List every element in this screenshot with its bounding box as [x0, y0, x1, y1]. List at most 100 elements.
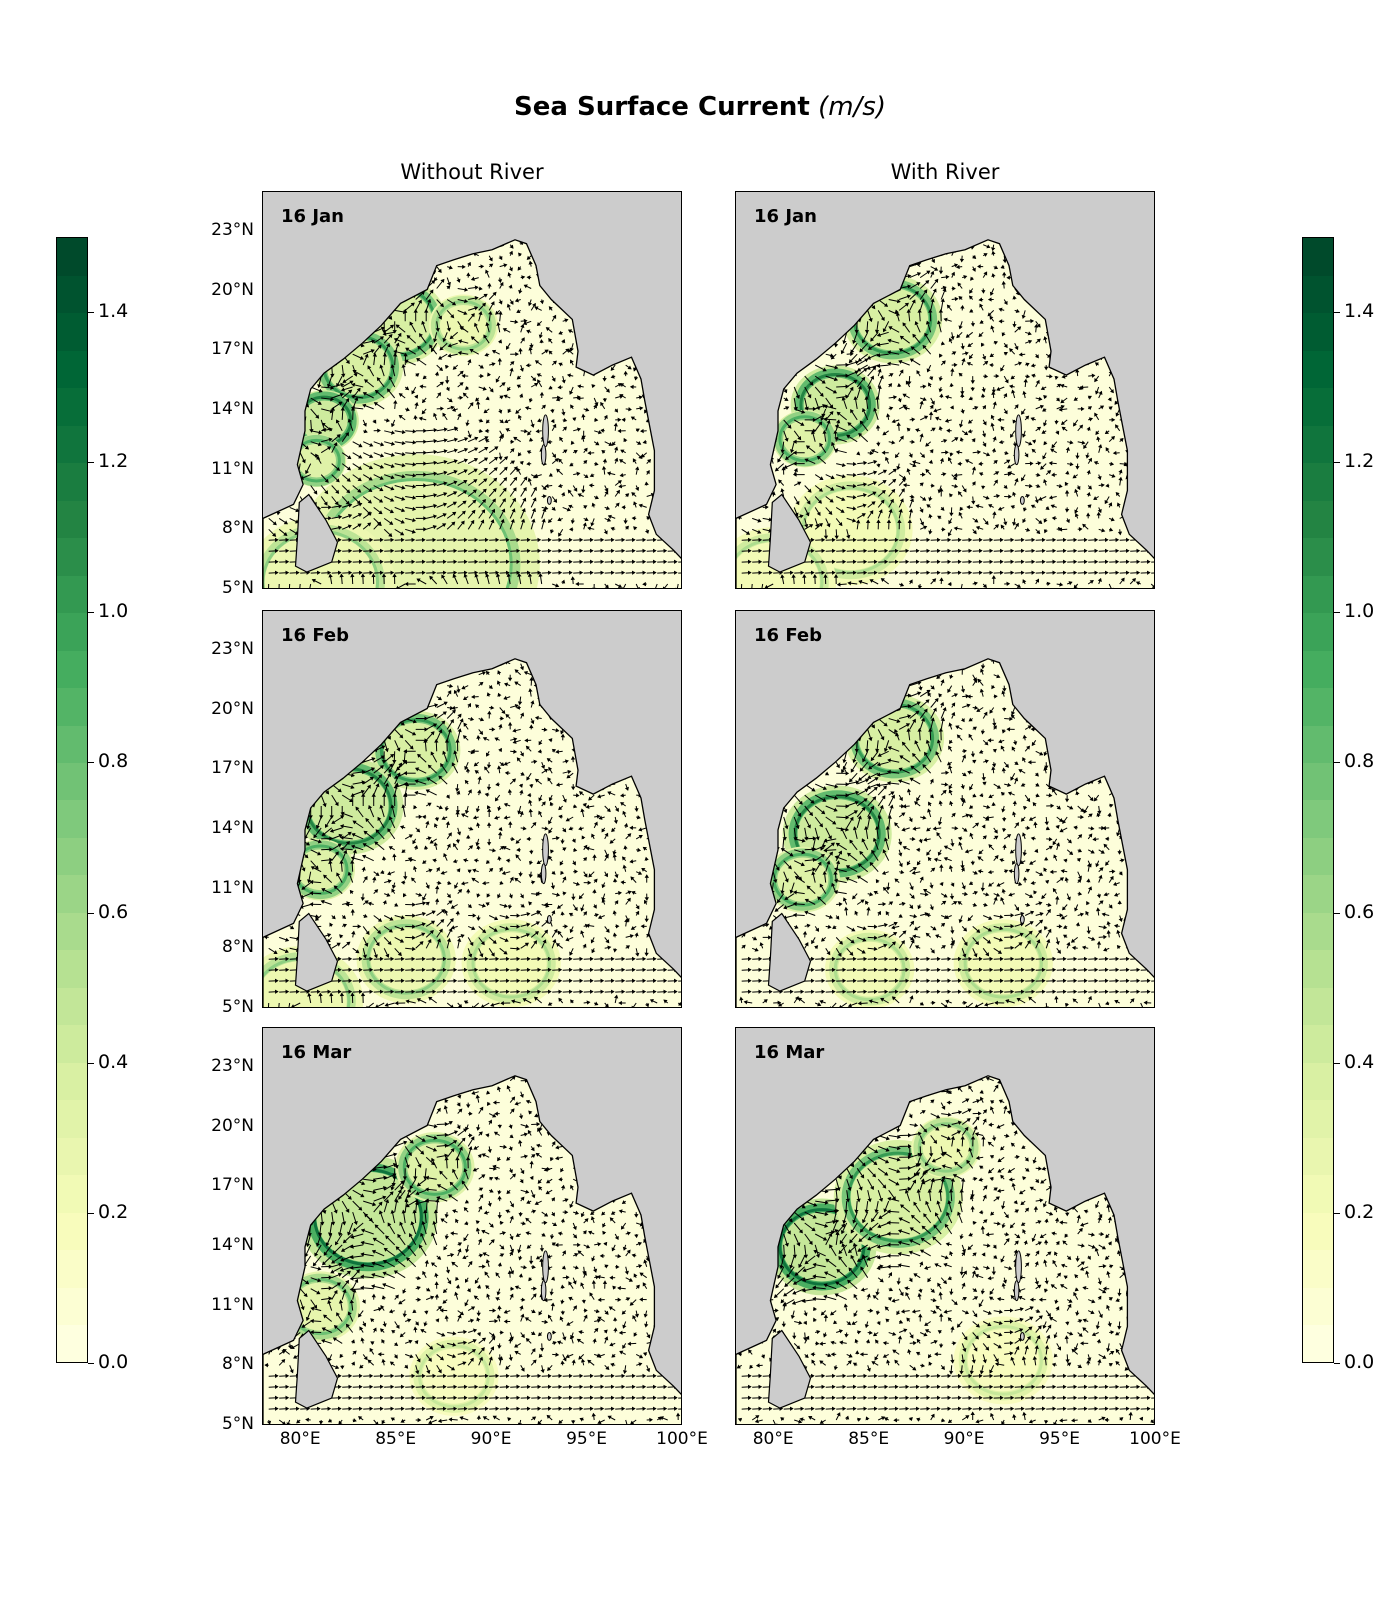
vector-head: [474, 559, 479, 565]
vector-head: [876, 442, 881, 447]
vector-head: [993, 459, 998, 464]
vector-head: [549, 529, 555, 534]
vector-head: [388, 376, 393, 381]
vector-head: [285, 559, 290, 565]
vector-head: [922, 396, 927, 402]
vector-head: [357, 488, 362, 493]
vector-shaft: [580, 277, 585, 283]
vector-head: [644, 234, 646, 236]
vector-head: [840, 509, 845, 513]
vector-shaft: [536, 266, 542, 269]
vector-head: [569, 359, 574, 364]
vector-head: [390, 497, 395, 502]
colorbar-level: [1303, 949, 1333, 988]
vector-head: [514, 198, 517, 200]
vector-head: [558, 537, 563, 543]
colorbar-level: [57, 312, 87, 351]
vector-head: [474, 570, 479, 575]
vector-head: [289, 243, 294, 248]
vector-head: [453, 199, 455, 202]
vector-head: [358, 559, 363, 565]
vector-shaft: [603, 250, 606, 256]
vector-head: [1062, 537, 1067, 543]
vector-head: [833, 377, 839, 382]
vector-head: [752, 373, 757, 379]
vector-shaft: [621, 287, 626, 289]
vector-shaft: [746, 496, 753, 498]
vector-head: [1136, 425, 1141, 430]
vector-head: [631, 254, 637, 259]
vector-head: [739, 425, 744, 430]
vector-head: [305, 334, 310, 339]
vector-head: [1109, 527, 1114, 532]
colorbar-level: [57, 800, 87, 838]
vector-head: [840, 350, 845, 355]
vector-head: [739, 389, 744, 394]
vector-head: [289, 297, 294, 301]
vector-head: [841, 497, 846, 502]
vector-head: [529, 344, 534, 349]
vector-shaft: [752, 308, 757, 311]
vector-shaft: [308, 274, 312, 278]
vector-head: [953, 472, 958, 478]
vector-head: [929, 404, 934, 409]
vector-head: [530, 423, 535, 428]
vector-head: [403, 352, 408, 357]
vector-head: [548, 338, 553, 343]
vector-head: [1024, 453, 1029, 458]
vector-head: [984, 374, 989, 379]
vector-head: [595, 286, 600, 291]
vector-head: [526, 570, 531, 575]
vector-head: [971, 481, 976, 486]
vector-head: [1046, 581, 1051, 586]
vector-head: [1073, 537, 1078, 543]
vector-head: [852, 339, 857, 345]
vector-head: [416, 358, 421, 362]
vector-head: [947, 457, 952, 462]
vector-head: [353, 241, 358, 246]
vector-head: [569, 347, 574, 352]
vector-head: [635, 428, 640, 433]
vector-head: [454, 426, 459, 431]
vector-head: [547, 570, 552, 575]
vector-head: [600, 548, 605, 554]
vector-shaft: [295, 364, 301, 368]
vector-head: [981, 485, 986, 490]
vector-head: [531, 518, 536, 523]
vector-head: [994, 524, 1000, 529]
vector-head: [548, 385, 553, 390]
vector-head: [990, 325, 995, 330]
vector-head: [524, 429, 528, 434]
vector-head: [274, 559, 279, 565]
vector-head: [461, 510, 466, 515]
vector-head: [831, 441, 835, 447]
vector-shaft: [266, 325, 270, 333]
vector-head: [1036, 338, 1041, 343]
vector-head: [393, 400, 398, 404]
vector-head: [1007, 471, 1012, 476]
vector-head: [1037, 461, 1042, 466]
vector-shaft: [279, 244, 284, 247]
vector-shaft: [605, 201, 611, 202]
vector-head: [1081, 406, 1085, 412]
vector-shaft: [677, 485, 681, 488]
vector-shaft: [383, 266, 390, 272]
vector-head: [902, 475, 907, 480]
vector-shaft: [656, 459, 660, 464]
vector-head: [432, 548, 437, 554]
vector-head: [627, 365, 632, 370]
vector-head: [265, 398, 270, 403]
vector-head: [581, 413, 586, 418]
vector-head: [567, 263, 571, 269]
vector-head: [631, 492, 636, 497]
coastline: [263, 239, 681, 588]
vector-head: [1060, 404, 1065, 410]
vector-head: [411, 570, 416, 575]
vector-head: [1001, 332, 1006, 337]
vector-head: [736, 373, 741, 378]
vector-head: [1022, 579, 1027, 584]
vector-shaft: [268, 351, 275, 355]
vector-head: [629, 384, 634, 390]
vector-head: [960, 409, 965, 414]
vector-head: [339, 573, 344, 578]
